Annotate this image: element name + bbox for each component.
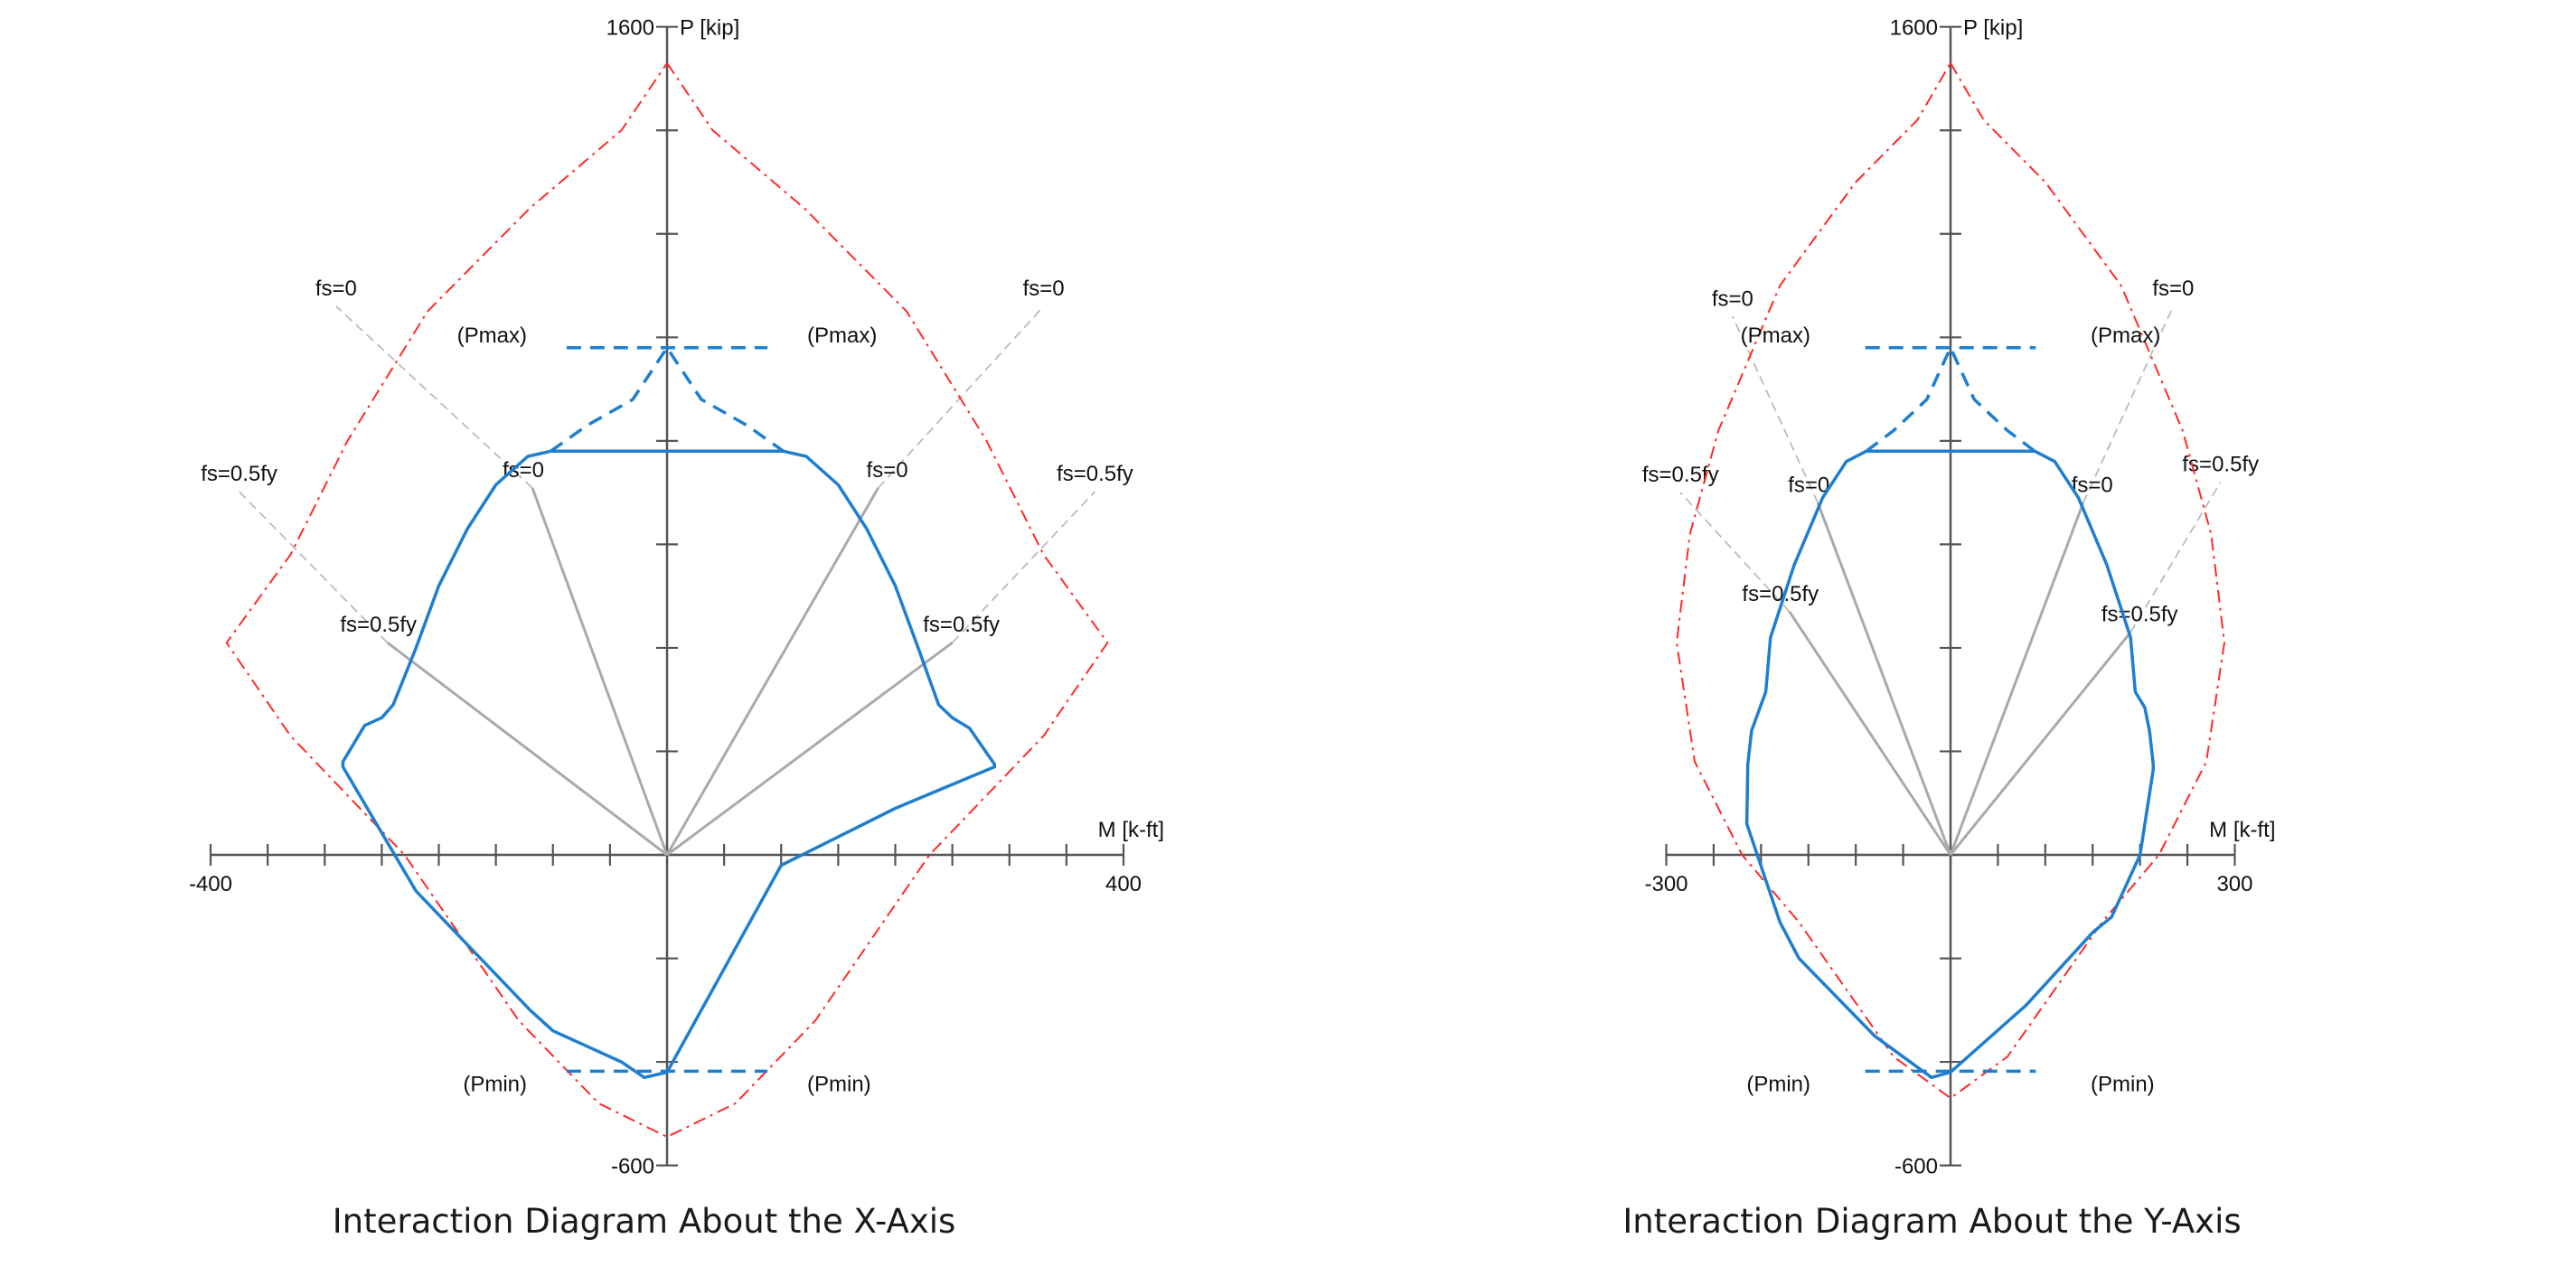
strain-line	[1949, 631, 2132, 856]
pmin-label: (Pmin)	[807, 1072, 871, 1096]
strain-line	[1816, 502, 1952, 856]
design-capacity-curve	[341, 449, 997, 1080]
strain-line	[1788, 611, 1952, 856]
x-tick-label: 300	[2216, 872, 2252, 896]
strain-label: fs=0	[1788, 474, 1829, 498]
pmin-label: (Pmin)	[1746, 1072, 1810, 1096]
strain-label: fs=0.5fy	[2101, 603, 2178, 627]
chart-panel-x: -400 400 1600 -600 P [kip] M [k-ft] fs=0 fs=0 fs…	[189, 16, 1164, 1241]
interaction-diagram-x: -400 400 1600 -600 P [kip] M [k-ft] fs=0 fs=0 fs…	[189, 16, 1164, 1179]
x-axis-title: M [k-ft]	[2209, 818, 2275, 842]
nominal-capacity-curve	[225, 62, 1109, 1139]
x-tick-label: 400	[1105, 872, 1142, 896]
pmin-label: (Pmin)	[2091, 1072, 2155, 1096]
strain-line	[666, 641, 954, 857]
strain-line-extension	[1732, 316, 1819, 503]
strain-label: fs=0.5fy	[340, 613, 417, 637]
pmin-label: (Pmin)	[463, 1072, 527, 1096]
strain-ext-label: fs=0.5fy	[201, 462, 277, 486]
strain-label: fs=0	[2072, 474, 2113, 498]
strain-ext-label: fs=0	[2152, 277, 2194, 301]
chart-title: Interaction Diagram About the Y-Axis	[1622, 1202, 2242, 1241]
strain-line-extension	[877, 305, 1045, 489]
y-tick-label: -600	[611, 1155, 654, 1179]
interaction-diagram-y: -300 300 1600 -600 P [kip] M [k-ft] fs=0 fs=0 fs…	[1642, 16, 2276, 1179]
limit-dashed-line	[1865, 346, 2036, 453]
chart-title: Interaction Diagram About the X-Axis	[332, 1202, 956, 1241]
strain-line	[1949, 502, 2085, 856]
strain-line-extension	[951, 491, 1096, 643]
strain-line-extension	[238, 491, 389, 643]
strain-label: fs=0.5fy	[923, 613, 1000, 637]
x-axis-title: M [k-ft]	[1098, 818, 1164, 842]
strain-line-extension	[335, 305, 533, 489]
strain-ext-label: fs=0.5fy	[1642, 463, 1719, 487]
strain-line	[665, 487, 879, 856]
strain-ext-label: fs=0	[1023, 277, 1065, 301]
strain-ext-label: fs=0.5fy	[1057, 462, 1133, 486]
pmax-label: (Pmax)	[1741, 324, 1810, 348]
strain-ext-label: fs=0	[315, 277, 357, 301]
y-axis-title: P [kip]	[1963, 16, 2023, 41]
y-tick-label: 1600	[606, 16, 654, 41]
strain-label: fs=0	[867, 458, 908, 483]
strain-line-extension	[1679, 492, 1791, 613]
x-tick-label: -400	[189, 872, 232, 896]
y-axis-title: P [kip]	[680, 16, 739, 41]
strain-line	[531, 487, 669, 856]
pmax-label: (Pmax)	[807, 324, 877, 348]
strain-line-extension	[2129, 482, 2222, 633]
y-tick-label: 1600	[1890, 16, 1938, 41]
chart-panel-y: -300 300 1600 -600 P [kip] M [k-ft] fs=0 fs=0 fs…	[1288, 0, 2576, 1276]
pmax-label: (Pmax)	[2091, 324, 2160, 348]
nominal-capacity-curve	[1676, 62, 2225, 1100]
x-tick-label: -300	[1644, 872, 1688, 896]
pmax-label: (Pmax)	[457, 324, 527, 348]
strain-line-extension	[2082, 305, 2175, 503]
design-capacity-curve	[1744, 449, 2156, 1080]
strain-line	[386, 641, 668, 857]
y-tick-label: -600	[1894, 1155, 1938, 1179]
strain-ext-label: fs=0	[1712, 286, 1753, 311]
